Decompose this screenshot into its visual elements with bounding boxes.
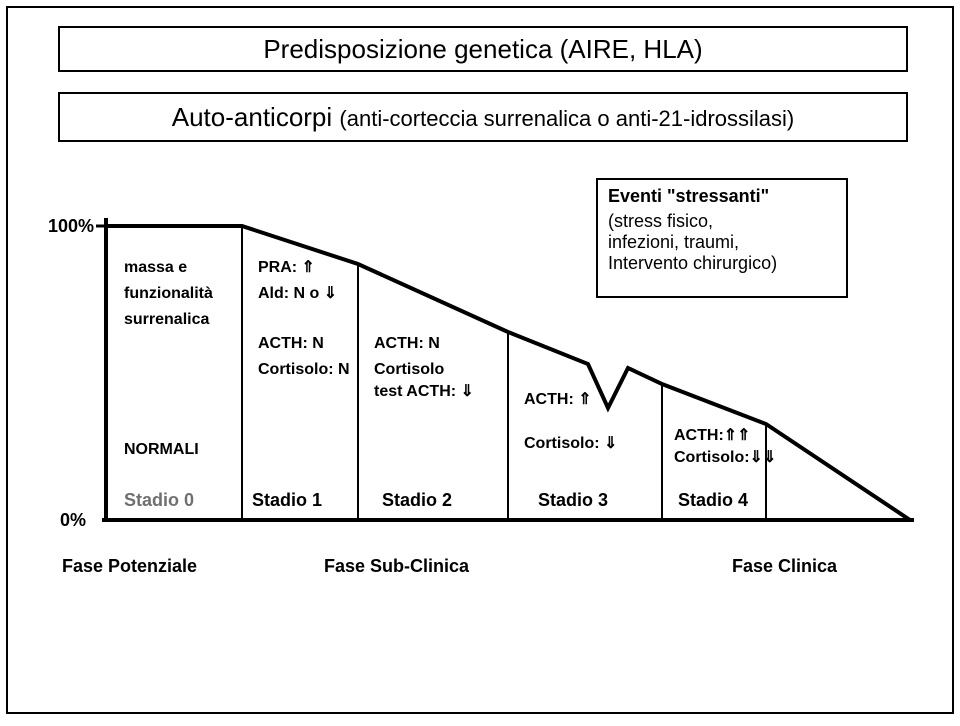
phase-label-1: Fase Sub-Clinica bbox=[324, 556, 470, 576]
col0-line-0: massa e bbox=[124, 259, 187, 276]
col4-line-0: ACTH:⇑⇑ bbox=[674, 427, 751, 444]
col2-line-1: Cortisolo bbox=[374, 361, 444, 378]
col2-line-0: ACTH: N bbox=[374, 335, 440, 352]
stage-label-4: Stadio 4 bbox=[678, 490, 748, 510]
diagram-frame: Predisposizione genetica (AIRE, HLA) Aut… bbox=[6, 6, 954, 714]
col3-line-0: ACTH: ⇑ bbox=[524, 391, 592, 408]
col3-line-1: Cortisolo: ⇓ bbox=[524, 435, 617, 452]
phase-label-2: Fase Clinica bbox=[732, 556, 838, 576]
chart-svg: 100% 0% Stadio 0 Stadio 1 Stadio 2 Stadio 3 St… bbox=[8, 8, 956, 716]
ylabel-0: 0% bbox=[60, 510, 86, 530]
col1-line-3: Cortisolo: N bbox=[258, 361, 350, 378]
col0-line-2: surrenalica bbox=[124, 311, 209, 328]
col0-line-3: NORMALI bbox=[124, 441, 199, 458]
stage-label-2: Stadio 2 bbox=[382, 490, 452, 510]
col0-line-1: funzionalità bbox=[124, 285, 213, 302]
stage-label-0: Stadio 0 bbox=[124, 490, 194, 510]
col4-line-1: Cortisolo:⇓⇓ bbox=[674, 449, 776, 466]
col1-line-1: Ald: N o ⇓ bbox=[258, 285, 337, 302]
ylabel-100: 100% bbox=[48, 216, 94, 236]
col1-line-2: ACTH: N bbox=[258, 335, 324, 352]
col2-line-2: test ACTH: ⇓ bbox=[374, 383, 474, 400]
col1-line-0: PRA: ⇑ bbox=[258, 259, 315, 276]
stage-label-1: Stadio 1 bbox=[252, 490, 322, 510]
stage-label-3: Stadio 3 bbox=[538, 490, 608, 510]
phase-label-0: Fase Potenziale bbox=[62, 556, 197, 576]
